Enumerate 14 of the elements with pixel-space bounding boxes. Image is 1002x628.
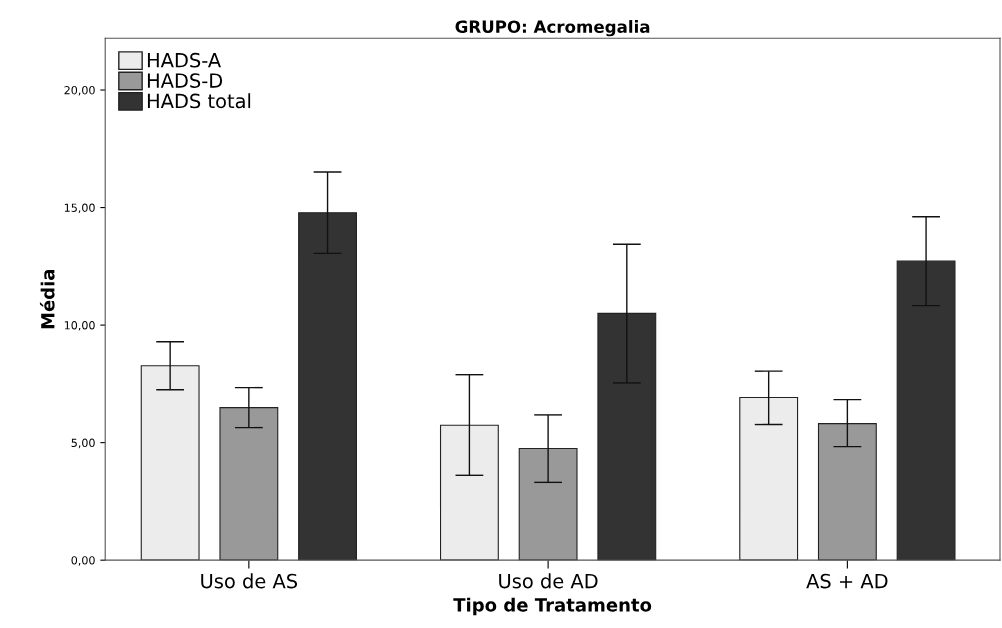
y-tick-label: 0,00 — [71, 556, 95, 566]
y-axis-title: Média — [39, 269, 55, 329]
y-tick-label: 5,00 — [71, 438, 95, 449]
x-tick-label: Uso de AD — [499, 573, 598, 589]
legend-label: HADS-A — [147, 52, 221, 68]
y-tick-label: 15,00 — [64, 203, 95, 214]
y-tick-label: 10,00 — [64, 321, 95, 331]
chart-title: GRUPO: Acromegalia — [455, 20, 650, 37]
x-axis-title: Tipo de Tratamento — [453, 597, 652, 616]
legend-label: HADS-D — [147, 73, 223, 88]
y-tick-label: 20,00 — [64, 86, 95, 96]
x-tick-label: Uso de AS — [201, 573, 298, 589]
x-tick-label: AS + AD — [806, 573, 888, 589]
legend-label: HADS total — [147, 93, 251, 109]
